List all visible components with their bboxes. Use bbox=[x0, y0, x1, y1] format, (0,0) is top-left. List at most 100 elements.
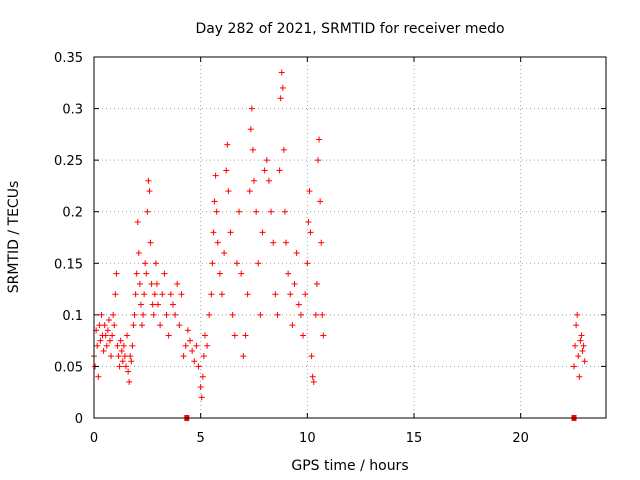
data-point bbox=[182, 342, 189, 349]
data-point bbox=[307, 229, 314, 236]
data-point bbox=[255, 260, 262, 267]
data-point bbox=[189, 347, 196, 354]
data-point bbox=[316, 136, 323, 143]
data-point bbox=[120, 342, 127, 349]
data-point bbox=[119, 358, 126, 365]
data-point bbox=[105, 317, 112, 324]
data-point bbox=[167, 291, 174, 298]
data-point bbox=[227, 229, 234, 236]
data-point bbox=[172, 311, 179, 318]
data-point bbox=[135, 249, 142, 256]
data-point bbox=[283, 239, 289, 246]
y-axis-label: SRMTID / TECUs bbox=[6, 181, 22, 294]
data-point bbox=[153, 280, 160, 287]
y-tick-label: 0.3 bbox=[62, 103, 83, 118]
data-point bbox=[209, 260, 216, 267]
data-point bbox=[130, 322, 137, 329]
x-ticks: 0 5 10 15 20 bbox=[90, 57, 529, 446]
data-point bbox=[204, 342, 211, 349]
y-tick-label: 0.2 bbox=[62, 206, 83, 221]
y-ticks: 0 0.05 0.1 0.15 0.2 0.25 0.3 0.35 bbox=[54, 51, 606, 427]
data-point bbox=[180, 353, 187, 360]
x-tick-label: 5 bbox=[197, 431, 205, 446]
data-point bbox=[134, 219, 141, 226]
data-point bbox=[225, 188, 232, 195]
data-point bbox=[212, 172, 219, 179]
data-point bbox=[281, 208, 288, 215]
data-point bbox=[320, 332, 327, 339]
data-point bbox=[206, 311, 213, 318]
data-point bbox=[148, 280, 155, 287]
data-point bbox=[259, 229, 266, 236]
data-point bbox=[238, 270, 245, 277]
data-point bbox=[126, 378, 133, 385]
data-point bbox=[176, 322, 183, 329]
data-point bbox=[312, 311, 319, 318]
data-point bbox=[257, 311, 264, 318]
x-tick-label: 10 bbox=[299, 431, 316, 446]
data-point bbox=[304, 260, 311, 267]
data-point bbox=[197, 384, 204, 391]
data-point bbox=[578, 332, 585, 339]
data-point bbox=[318, 239, 325, 246]
data-point bbox=[169, 301, 176, 308]
data-point bbox=[287, 291, 294, 298]
data-point bbox=[249, 146, 256, 153]
data-point bbox=[236, 208, 243, 215]
x-tick-label: 0 bbox=[90, 431, 98, 446]
data-point bbox=[108, 353, 115, 360]
data-point bbox=[581, 358, 588, 365]
data-point bbox=[133, 270, 140, 277]
data-point bbox=[201, 332, 208, 339]
data-point bbox=[572, 342, 579, 349]
data-point bbox=[127, 353, 134, 360]
data-point bbox=[163, 311, 170, 318]
data-point bbox=[277, 95, 284, 102]
data-point bbox=[110, 311, 117, 318]
data-point bbox=[293, 249, 300, 256]
data-point bbox=[302, 291, 309, 298]
data-point bbox=[129, 342, 136, 349]
data-point bbox=[149, 301, 156, 308]
y-tick-label: 0.25 bbox=[54, 154, 83, 169]
data-point bbox=[276, 167, 283, 174]
data-point bbox=[144, 208, 151, 215]
data-point bbox=[272, 291, 279, 298]
data-point bbox=[125, 368, 132, 375]
data-point bbox=[113, 270, 120, 277]
data-point bbox=[279, 84, 286, 91]
data-point bbox=[112, 291, 119, 298]
x-axis-label: GPS time / hours bbox=[291, 458, 408, 474]
chart-title: Day 282 of 2021, SRMTID for receiver med… bbox=[195, 21, 504, 37]
data-point bbox=[265, 177, 272, 184]
data-point bbox=[111, 322, 118, 329]
data-point bbox=[178, 291, 185, 298]
data-point bbox=[102, 332, 109, 339]
data-point bbox=[280, 146, 287, 153]
data-point bbox=[317, 198, 324, 205]
data-point bbox=[210, 229, 217, 236]
data-point bbox=[219, 291, 225, 298]
data-point bbox=[242, 332, 249, 339]
data-point bbox=[208, 291, 215, 298]
data-point bbox=[240, 353, 247, 360]
data-point bbox=[147, 239, 154, 246]
data-point bbox=[263, 157, 270, 164]
data-point bbox=[107, 337, 113, 344]
data-points bbox=[91, 69, 588, 401]
data-point bbox=[98, 311, 105, 318]
data-point bbox=[161, 270, 168, 277]
data-point bbox=[145, 177, 152, 184]
data-point bbox=[247, 126, 254, 133]
data-point bbox=[136, 280, 143, 287]
data-point bbox=[146, 188, 153, 195]
data-point bbox=[137, 301, 144, 308]
data-point bbox=[573, 322, 580, 329]
data-point bbox=[103, 342, 110, 349]
data-point bbox=[309, 373, 316, 380]
data-point bbox=[580, 342, 587, 349]
data-point bbox=[128, 358, 135, 365]
data-point bbox=[165, 332, 172, 339]
data-point bbox=[315, 157, 321, 164]
